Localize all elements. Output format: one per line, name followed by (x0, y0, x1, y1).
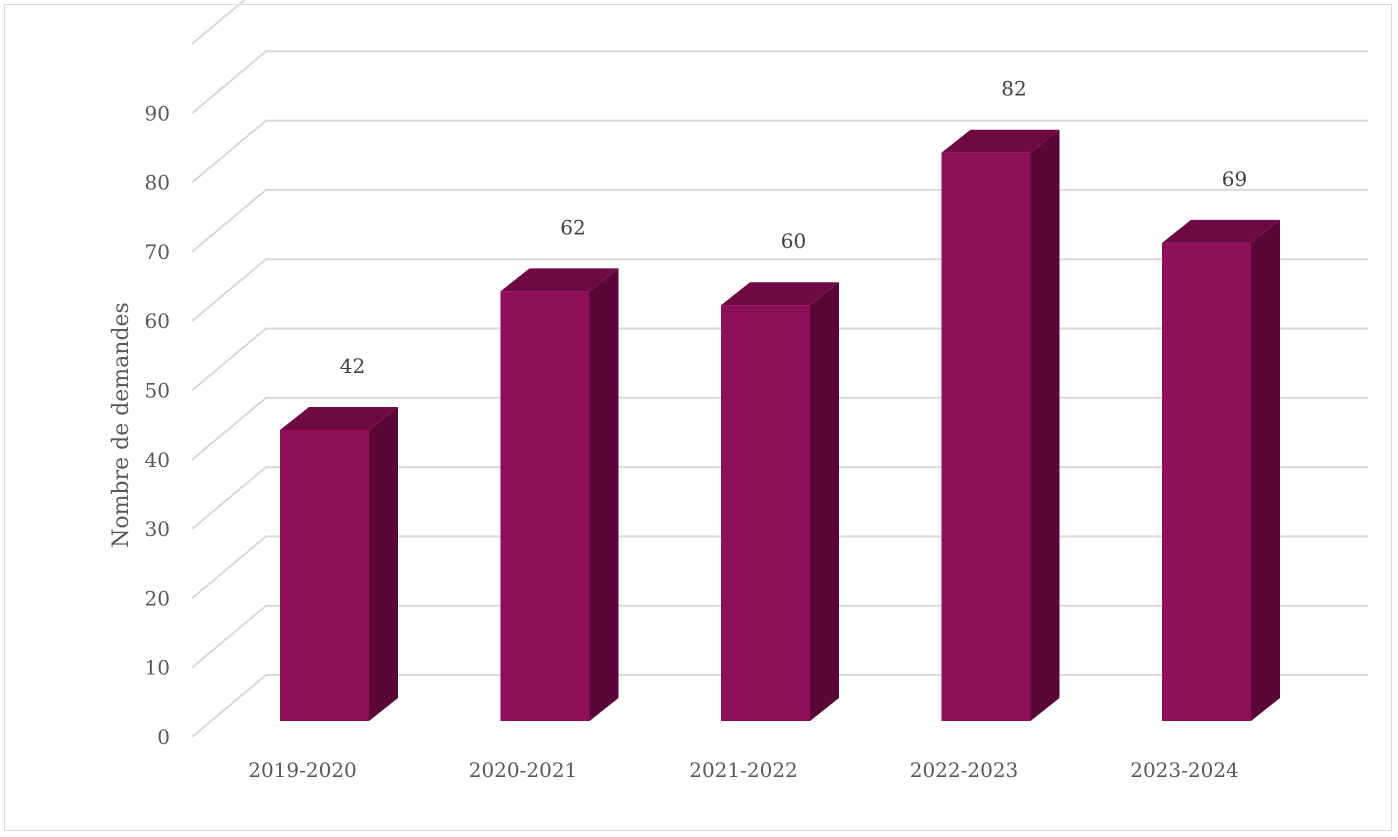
x-tick-label-2020-2021: 2020-2021 (469, 758, 578, 782)
bar-side-2 (810, 282, 839, 721)
y-tick-label-0: 0 (157, 725, 170, 749)
data-label-2023-2024: 69 (1222, 167, 1247, 191)
bars (280, 129, 1280, 722)
y-tick-label-4: 40 (145, 448, 170, 472)
x-tick-label-2019-2020: 2019-2020 (248, 758, 357, 782)
data-label-2021-2022: 60 (781, 229, 806, 253)
y-axis-label: Nombre de demandes (109, 302, 134, 548)
y-tick-label-6: 60 (145, 309, 170, 333)
bar-top-0 (280, 406, 398, 430)
y-tick-label-7: 70 (145, 240, 170, 264)
data-label-2020-2021: 62 (560, 215, 585, 239)
y-tick-label-5: 50 (145, 379, 170, 403)
bar-top-2 (721, 282, 839, 306)
bar-front-0 (280, 429, 369, 721)
data-labels: 42 62 60 82 69 (340, 77, 1247, 378)
bar-side-0 (369, 406, 398, 721)
x-tick-label-2023-2024: 2023-2024 (1130, 758, 1239, 782)
data-label-2022-2023: 82 (1001, 77, 1026, 101)
bar-front-3 (941, 152, 1031, 722)
y-tick-label-1: 10 (145, 656, 170, 680)
y-tick-label-8: 80 (145, 171, 170, 195)
bar-2020-2021 (500, 268, 619, 721)
gridline-10 (191, 0, 247, 45)
bar-2021-2022 (721, 282, 839, 721)
bar-side-3 (1030, 129, 1060, 722)
bar-top-3 (941, 129, 1060, 153)
gridline-8 (191, 119, 1368, 184)
y-tick-label-3: 30 (145, 517, 170, 541)
bar-front-2 (721, 305, 810, 721)
bar-top-1 (500, 268, 619, 292)
gridline-9 (191, 50, 1368, 115)
bar-2022-2023 (941, 129, 1060, 722)
bar-front-1 (500, 291, 590, 721)
x-axis-ticks: 2019-2020 2020-2021 2021-2022 2022-2023 2023… (248, 758, 1239, 782)
x-tick-label-2022-2023: 2022-2023 (910, 758, 1019, 782)
data-label-2019-2020: 42 (340, 354, 365, 378)
y-axis-ticks: 0 10 20 30 40 50 60 70 80 90 (145, 101, 170, 749)
bar-2019-2020 (280, 406, 398, 721)
x-tick-label-2021-2022: 2021-2022 (689, 758, 798, 782)
y-tick-label-9: 90 (145, 101, 170, 125)
bar-2023-2024 (1162, 219, 1280, 721)
bar-side-4 (1251, 219, 1280, 721)
y-tick-label-2: 20 (145, 586, 170, 610)
bar-top-4 (1162, 219, 1280, 243)
chart-frame (4, 4, 1392, 831)
bar-front-4 (1162, 242, 1251, 721)
bar-side-1 (589, 268, 619, 721)
